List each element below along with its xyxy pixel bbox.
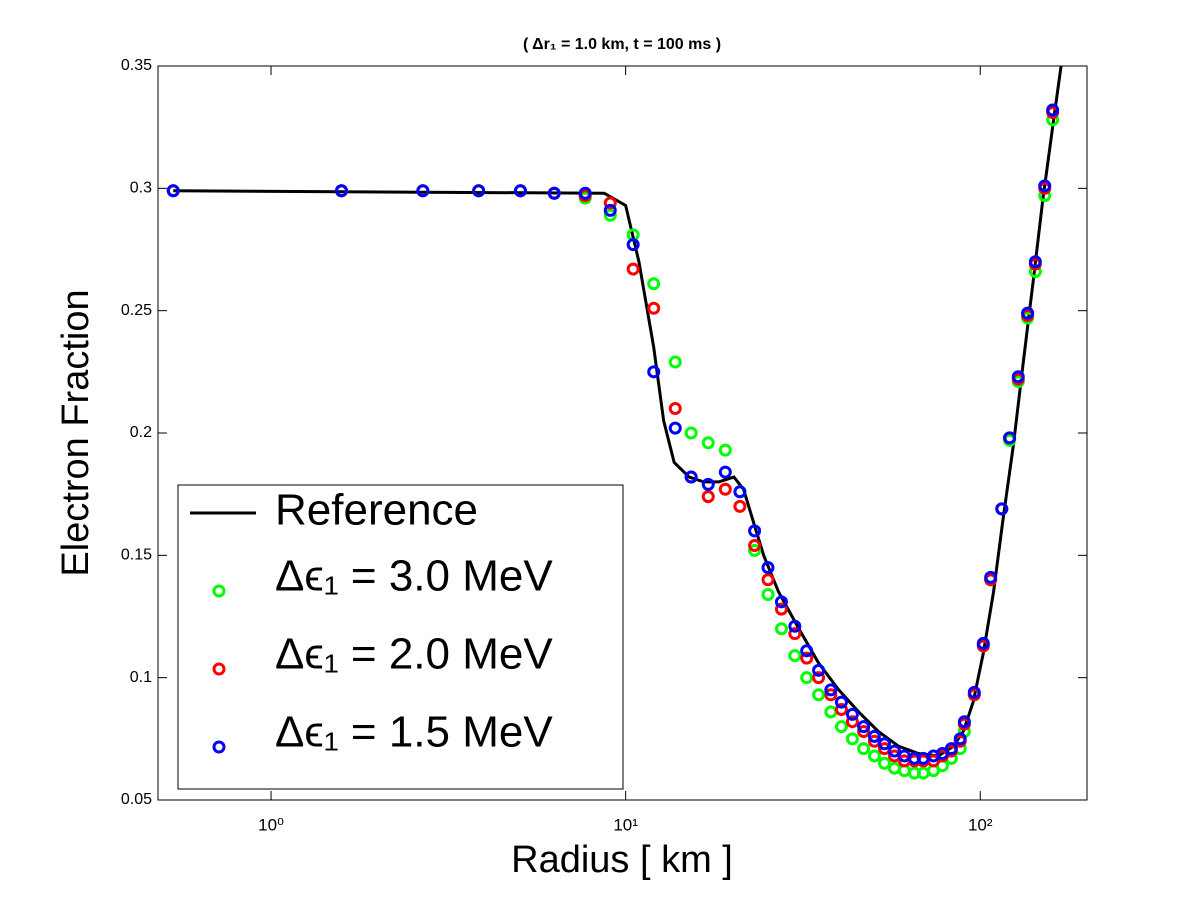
data-point xyxy=(761,561,775,575)
data-point xyxy=(774,595,788,609)
y-tick-label: 0.2 xyxy=(130,424,152,441)
data-point xyxy=(603,203,617,217)
data-point xyxy=(867,729,881,743)
x-tick-label: 10¹ xyxy=(613,815,638,834)
legend-marker xyxy=(212,584,226,598)
data-point xyxy=(1046,103,1060,117)
data-point xyxy=(800,651,814,665)
y-tick-label: 0.25 xyxy=(121,302,152,319)
data-point xyxy=(603,196,617,210)
data-point xyxy=(857,724,871,738)
legend-label: Δϵ₁ = 3.0 MeV xyxy=(275,552,553,601)
data-point xyxy=(824,688,838,702)
data-point xyxy=(684,426,698,440)
x-tick-label: 10² xyxy=(968,815,993,834)
data-point xyxy=(748,524,762,538)
data-point xyxy=(788,649,802,663)
legend-label: Δϵ₁ = 1.5 MeV xyxy=(275,708,553,757)
data-point xyxy=(845,732,859,746)
data-point xyxy=(603,208,617,222)
data-point xyxy=(733,499,747,513)
plot-area: 0.05 0.1 0.15 0.2 0.25 0.3 0.35 10⁰ 10¹ 10² Refere… xyxy=(121,57,1088,834)
data-point xyxy=(668,355,682,369)
data-point xyxy=(647,301,661,315)
data-point xyxy=(984,570,998,584)
x-tick-label: 10⁰ xyxy=(258,815,284,834)
data-point xyxy=(334,184,348,198)
legend-box xyxy=(177,484,624,790)
data-point xyxy=(647,365,661,379)
data-point xyxy=(1011,370,1025,384)
data-point xyxy=(626,262,640,276)
data-point xyxy=(701,490,715,504)
data-point xyxy=(748,543,762,557)
data-point xyxy=(668,421,682,435)
data-point xyxy=(761,573,775,587)
data-point xyxy=(800,644,814,658)
data-point xyxy=(1028,255,1042,269)
data-point xyxy=(1003,431,1017,445)
legend-marker xyxy=(212,740,226,754)
data-point xyxy=(812,671,826,685)
data-point xyxy=(957,715,971,729)
data-point xyxy=(867,749,881,763)
data-point xyxy=(788,627,802,641)
y-tick-label: 0.3 xyxy=(130,180,152,197)
data-point xyxy=(701,436,715,450)
data-point xyxy=(845,707,859,721)
data-point xyxy=(774,622,788,636)
legend-label: Δϵ₁ = 2.0 MeV xyxy=(275,630,553,679)
data-point xyxy=(812,688,826,702)
data-point xyxy=(995,502,1009,516)
data-point xyxy=(877,737,891,751)
data-point xyxy=(578,186,592,200)
data-point xyxy=(626,238,640,252)
data-point xyxy=(684,470,698,484)
data-point xyxy=(1038,179,1052,193)
legend-marker xyxy=(212,662,226,676)
data-point xyxy=(857,720,871,734)
data-point xyxy=(748,539,762,553)
data-point xyxy=(834,702,848,716)
data-point xyxy=(788,619,802,633)
data-point xyxy=(166,184,180,198)
data-point xyxy=(857,742,871,756)
data-point xyxy=(800,671,814,685)
legend-label: Reference xyxy=(275,486,478,535)
data-point xyxy=(513,184,527,198)
y-tick-label: 0.1 xyxy=(130,669,152,686)
data-point xyxy=(845,715,859,729)
data-point xyxy=(1021,306,1035,320)
data-point xyxy=(718,482,732,496)
y-tick-label: 0.05 xyxy=(121,791,152,808)
data-point xyxy=(944,742,958,756)
data-point xyxy=(733,485,747,499)
data-point xyxy=(761,587,775,601)
data-point xyxy=(834,695,848,709)
data-point xyxy=(812,663,826,677)
data-point xyxy=(834,720,848,734)
y-axis-label: Electron Fraction xyxy=(55,289,97,576)
data-point xyxy=(416,184,430,198)
data-point xyxy=(824,683,838,697)
data-point xyxy=(647,277,661,291)
data-point xyxy=(701,477,715,491)
data-point xyxy=(877,756,891,770)
data-point xyxy=(953,732,967,746)
data-point xyxy=(718,465,732,479)
data-point xyxy=(472,184,486,198)
data-point xyxy=(967,685,981,699)
data-point xyxy=(547,186,561,200)
data-point xyxy=(718,443,732,457)
y-tick-label: 0.35 xyxy=(121,57,152,74)
x-axis-label: Radius [ km ] xyxy=(511,839,733,881)
data-point xyxy=(976,636,990,650)
chart-title: ( Δr₁ = 1.0 km, t = 100 ms ) xyxy=(523,36,721,53)
data-point xyxy=(774,602,788,616)
reference-line xyxy=(173,66,1063,758)
data-point xyxy=(668,402,682,416)
data-point xyxy=(887,744,901,758)
y-tick-label: 0.15 xyxy=(121,547,152,564)
